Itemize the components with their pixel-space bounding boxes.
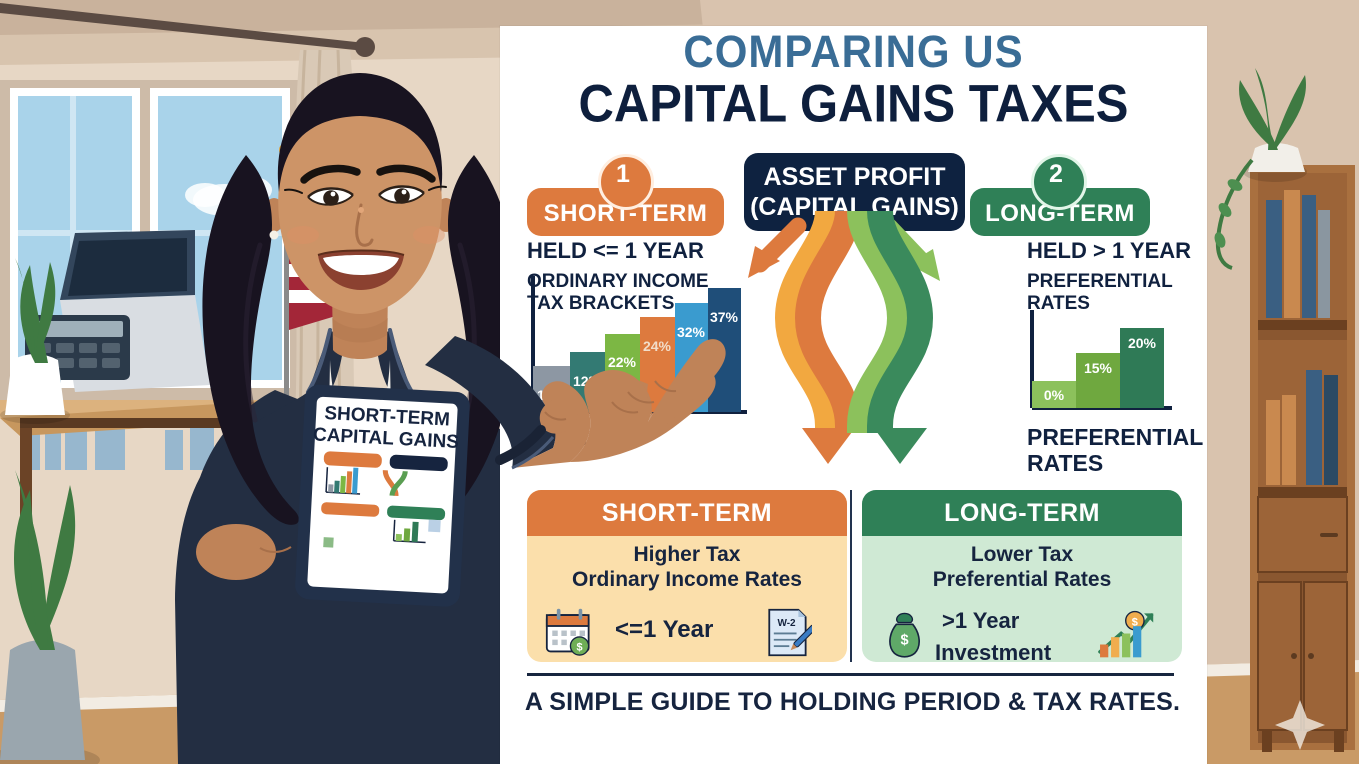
svg-text:15%: 15% xyxy=(1084,360,1113,376)
svg-text:0%: 0% xyxy=(1044,387,1065,403)
svg-text:$: $ xyxy=(900,632,908,648)
svg-text:20%: 20% xyxy=(1128,335,1157,351)
svg-text:W-2: W-2 xyxy=(777,618,796,629)
